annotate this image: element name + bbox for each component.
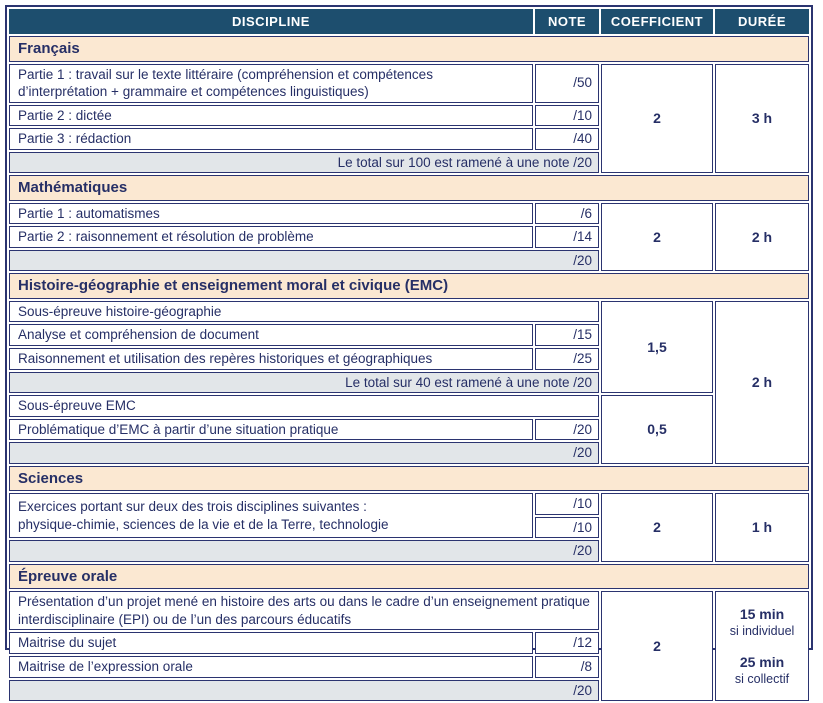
section-header-histoire-geo-emc: Histoire-géographie et enseignement mora… bbox=[9, 273, 809, 299]
table-row: Partie 1 : travail sur le texte littérai… bbox=[9, 63, 809, 174]
table-row: Le total sur 40 est ramené à une note /2… bbox=[9, 371, 809, 394]
table-row: Maitrise du sujet /12 bbox=[9, 632, 809, 654]
section-header-sciences: Sciences bbox=[9, 465, 809, 492]
coefficient-cell: 2 bbox=[601, 63, 713, 174]
table-row: /10 bbox=[9, 516, 809, 539]
table-row: Le total sur 100 est ramené à une note /… bbox=[9, 151, 809, 174]
duration-individual-label: si individuel bbox=[729, 623, 795, 638]
table-row: Exercices portant sur deux des trois dis… bbox=[9, 493, 809, 562]
discipline-cell: Problématique d’EMC à partir d’une situa… bbox=[9, 418, 533, 441]
note-cell: /10 bbox=[535, 104, 599, 127]
table-row: Partie 2 : dictée /10 bbox=[9, 104, 809, 127]
note-cell: /10 bbox=[535, 516, 599, 539]
section-header-francais: Français bbox=[9, 36, 809, 62]
table-row: Partie 3 : rédaction /40 bbox=[9, 128, 809, 150]
table-row: Raisonnement et utilisation des repères … bbox=[9, 347, 809, 370]
discipline-cell: Partie 1 : automatismes bbox=[9, 202, 533, 225]
discipline-cell: Analyse et compréhension de document bbox=[9, 324, 533, 346]
coefficient-cell: 2 bbox=[601, 493, 713, 562]
discipline-column-header: DISCIPLINE bbox=[9, 9, 533, 34]
discipline-cell: Présentation d’un projet mené en histoir… bbox=[9, 591, 599, 631]
note-cell: /14 bbox=[535, 226, 599, 248]
table-row: Épreuve orale bbox=[9, 563, 809, 590]
duration-individual: 15 min bbox=[739, 605, 785, 622]
total-cell: /20 bbox=[9, 442, 599, 464]
table-row: /20 bbox=[9, 442, 809, 464]
table-row: Partie 2 : raisonnement et résolution de… bbox=[9, 226, 809, 248]
discipline-cell: Raisonnement et utilisation des repères … bbox=[9, 347, 533, 370]
duration-cell: 3 h bbox=[715, 63, 809, 174]
note-cell: /10 bbox=[535, 493, 599, 515]
table-row: Mathématiques bbox=[9, 175, 809, 201]
duration-collective: 25 min bbox=[739, 654, 785, 671]
coefficient-cell: 2 bbox=[601, 202, 713, 272]
note-cell: /50 bbox=[535, 63, 599, 103]
discipline-cell: Partie 2 : dictée bbox=[9, 104, 533, 127]
discipline-cell: Maitrise de l’expression orale bbox=[9, 655, 533, 678]
note-cell: /40 bbox=[535, 128, 599, 150]
duree-column-header: DURÉE bbox=[715, 9, 809, 34]
table-row: Problématique d’EMC à partir d’une situa… bbox=[9, 418, 809, 441]
discipline-cell: Maitrise du sujet bbox=[9, 632, 533, 654]
exam-table-container: DISCIPLINE NOTE COEFFICIENT DURÉE França… bbox=[5, 5, 813, 702]
total-cell: /20 bbox=[9, 679, 599, 702]
total-cell: Le total sur 40 est ramené à une note /2… bbox=[9, 371, 599, 394]
exam-table: DISCIPLINE NOTE COEFFICIENT DURÉE França… bbox=[7, 7, 811, 703]
coefficient-cell: 1,5 bbox=[601, 300, 713, 394]
discipline-cell: Exercices portant sur deux des trois dis… bbox=[9, 493, 533, 539]
discipline-cell: Partie 2 : raisonnement et résolution de… bbox=[9, 226, 533, 248]
table-row: Histoire-géographie et enseignement mora… bbox=[9, 273, 809, 299]
table-row: Présentation d’un projet mené en histoir… bbox=[9, 591, 809, 702]
duration-cell: 2 h bbox=[715, 300, 809, 464]
section-header-epreuve-orale: Épreuve orale bbox=[9, 563, 809, 590]
total-cell: Le total sur 100 est ramené à une note /… bbox=[9, 151, 599, 174]
total-cell: /20 bbox=[9, 249, 599, 272]
table-row: Sous-épreuve histoire-géographie 1,5 2 h bbox=[9, 300, 809, 464]
duration-cell: 1 h bbox=[715, 493, 809, 562]
table-header-row: DISCIPLINE NOTE COEFFICIENT DURÉE bbox=[9, 9, 809, 34]
coefficient-column-header: COEFFICIENT bbox=[601, 9, 713, 34]
table-row: Sous-épreuve EMC 0,5 bbox=[9, 395, 809, 464]
discipline-cell: Partie 1 : travail sur le texte littérai… bbox=[9, 63, 533, 103]
coefficient-cell: 0,5 bbox=[601, 395, 713, 464]
note-cell: /12 bbox=[535, 632, 599, 654]
table-row: /20 bbox=[9, 249, 809, 272]
note-cell: /20 bbox=[535, 418, 599, 441]
coefficient-cell: 2 bbox=[601, 591, 713, 702]
duration-collective-label: si collectif bbox=[734, 672, 790, 687]
table-row: Analyse et compréhension de document /15 bbox=[9, 324, 809, 346]
duration-cell: 2 h bbox=[715, 202, 809, 272]
note-cell: /8 bbox=[535, 655, 599, 678]
note-cell: /25 bbox=[535, 347, 599, 370]
note-cell: /15 bbox=[535, 324, 599, 346]
subsection-title-cell: Sous-épreuve histoire-géographie bbox=[9, 300, 599, 323]
note-column-header: NOTE bbox=[535, 9, 599, 34]
section-header-mathematiques: Mathématiques bbox=[9, 175, 809, 201]
duration-cell: 15 min si individuel 25 min si collectif bbox=[715, 591, 809, 702]
table-row: Partie 1 : automatismes /6 2 2 h bbox=[9, 202, 809, 272]
note-cell: /6 bbox=[535, 202, 599, 225]
subsection-title-cell: Sous-épreuve EMC bbox=[9, 395, 599, 417]
table-row: Sciences bbox=[9, 465, 809, 492]
discipline-cell: Partie 3 : rédaction bbox=[9, 128, 533, 150]
total-cell: /20 bbox=[9, 540, 599, 562]
table-row: /20 bbox=[9, 540, 809, 562]
table-row: Français bbox=[9, 36, 809, 62]
